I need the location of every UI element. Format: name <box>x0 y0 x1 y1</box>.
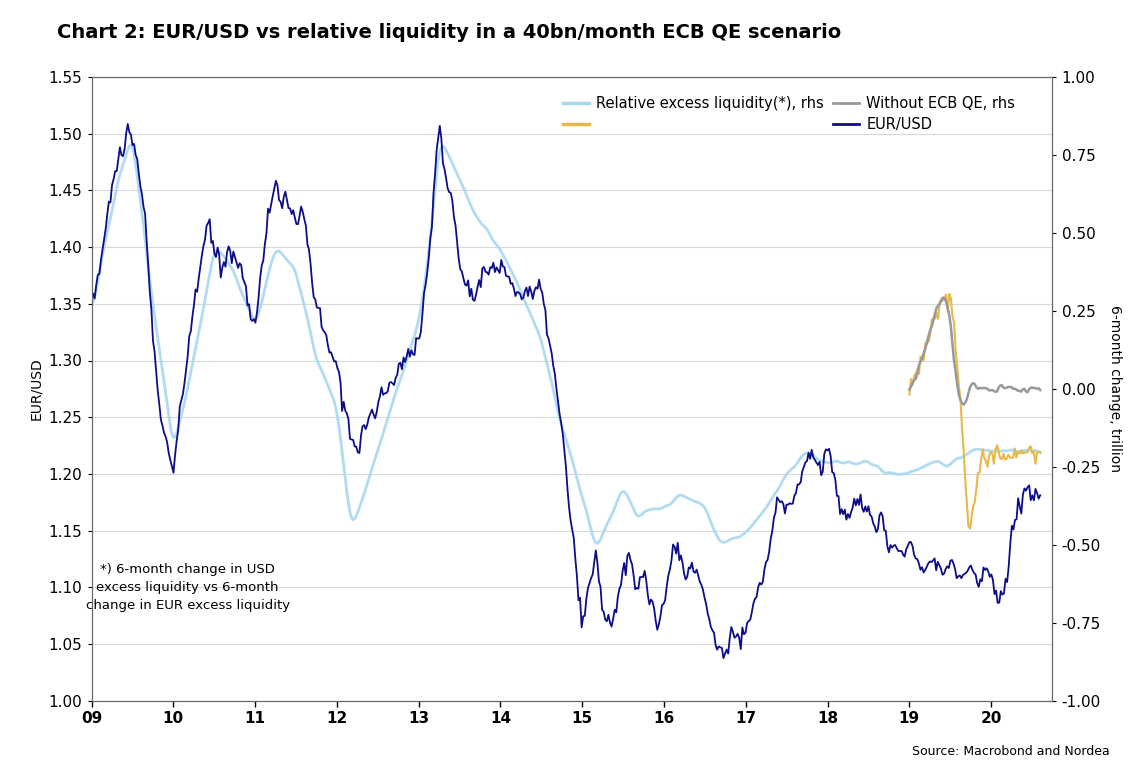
Text: Chart 2: EUR/USD vs relative liquidity in a 40bn/month ECB QE scenario: Chart 2: EUR/USD vs relative liquidity i… <box>57 23 842 42</box>
Legend: Relative excess liquidity(*), rhs, , Without ECB QE, rhs, EUR/USD: Relative excess liquidity(*), rhs, , Wit… <box>557 91 1022 138</box>
Y-axis label: EUR/USD: EUR/USD <box>29 357 43 420</box>
Text: Source: Macrobond and Nordea: Source: Macrobond and Nordea <box>912 745 1110 758</box>
Y-axis label: 6-month change, trillion: 6-month change, trillion <box>1107 306 1121 472</box>
Text: *) 6-month change in USD
excess liquidity vs 6-month
change in EUR excess liquid: *) 6-month change in USD excess liquidit… <box>86 564 289 612</box>
